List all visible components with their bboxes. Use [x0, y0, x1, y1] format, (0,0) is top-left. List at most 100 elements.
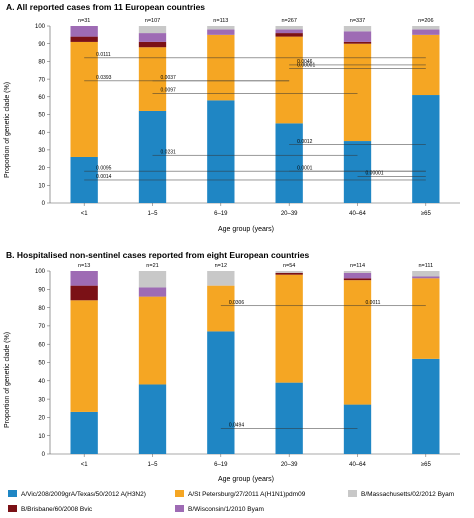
significance-label: 0.0014 [96, 174, 112, 180]
bar-segment-wisconsin [207, 29, 235, 35]
bar-segment-wisconsin [138, 33, 167, 42]
legend: A/Vic/208/2009grA/Texas/50/2012 A(H3N2) A… [8, 490, 454, 513]
x-tick-label: 1–5 [147, 462, 158, 468]
y-tick-label: 40 [38, 379, 45, 385]
bar-segment-massachusetts [207, 271, 235, 286]
legend-swatch [175, 505, 184, 512]
panel-b: 0 10 20 30 40 50 60 70 80 90 100 n=13 <1 n=21 1–5 n=12 6… [35, 263, 460, 468]
y-tick-label: 60 [38, 342, 45, 348]
bar-segment-stpetersburg [412, 278, 440, 359]
bar-segment-massachusetts [343, 26, 372, 32]
x-tick-label: <1 [81, 211, 89, 217]
significance-label: 0.0011 [366, 300, 381, 306]
bar-segment-vic [138, 110, 167, 203]
n-label: n=111 [419, 263, 434, 269]
bar-segment-brisbane [70, 285, 98, 301]
panel-b-xlabel: Age group (years) [218, 476, 274, 483]
bar-segment-vic [207, 331, 235, 454]
bar-segment-stpetersburg [343, 280, 372, 405]
x-tick-label: 6–19 [214, 462, 228, 468]
bar-segment-stpetersburg [207, 285, 235, 332]
bar-segment-massachusetts [412, 271, 440, 277]
bar-segment-brisbane [138, 41, 167, 48]
panel-a-xlabel: Age group (years) [218, 226, 274, 233]
y-tick-label: 20 [38, 166, 45, 172]
panel-a-ylabel: Proportion of genetic clade (%) [4, 82, 11, 178]
n-label: n=31 [78, 18, 90, 24]
bar-segment-vic [343, 141, 372, 203]
y-tick-label: 60 [38, 95, 45, 101]
n-label: n=114 [350, 263, 365, 269]
significance-label: 0.00001 [366, 171, 384, 177]
significance-label: 0.0037 [161, 75, 177, 81]
significance-label: 0.0046 [297, 59, 313, 65]
legend-label: A/St Petersburg/27/2011 A(H1N1)pdm09 [188, 491, 306, 498]
bar-segment-massachusetts [138, 271, 167, 288]
bar-segment-wisconsin [412, 29, 440, 35]
bar-segment-stpetersburg [275, 274, 303, 383]
legend-label: A/Vic/208/2009grA/Texas/50/2012 A(H3N2) [21, 491, 146, 498]
bar-segment-stpetersburg [70, 300, 98, 412]
y-tick-label: 100 [35, 269, 46, 275]
panel-a: 0 10 20 30 40 50 60 70 80 90 100 n=31 <1 n=107 1–5 n=11… [35, 18, 460, 217]
y-tick-label: 10 [38, 434, 45, 440]
bar-segment-massachusetts [412, 26, 440, 30]
legend-label: B/Wisconsin/1/2010 Byam [188, 506, 264, 513]
legend-label: B/Brisbane/60/2008 Bvic [21, 506, 93, 513]
bar-segment-wisconsin [138, 287, 167, 297]
n-label: n=54 [283, 263, 295, 269]
y-tick-label: 0 [42, 201, 46, 207]
x-tick-label: 40–64 [349, 462, 366, 468]
x-tick-label: 20–39 [281, 211, 298, 217]
significance-label: 0.0111 [96, 52, 111, 58]
legend-swatch [8, 505, 17, 512]
legend-swatch [175, 490, 184, 497]
y-tick-label: 90 [38, 288, 45, 294]
y-tick-label: 20 [38, 416, 45, 422]
x-tick-label: 1–5 [147, 211, 158, 217]
x-tick-label: 20–39 [281, 462, 298, 468]
bar-segment-wisconsin [343, 272, 372, 279]
bar-segment-wisconsin [275, 29, 303, 34]
bar-segment-stpetersburg [207, 34, 235, 101]
bar-segment-vic [275, 382, 303, 454]
significance-label: 0.0231 [161, 149, 177, 155]
panel-a-title: A. All reported cases from 11 European c… [6, 2, 205, 12]
bar-segment-stpetersburg [343, 43, 372, 142]
bar-segment-brisbane [275, 272, 303, 275]
panel-b-title: B. Hospitalised non-sentinel cases repor… [6, 250, 309, 260]
bar-segment-stpetersburg [275, 36, 303, 124]
legend-swatch [8, 490, 17, 497]
n-label: n=337 [350, 18, 365, 24]
bar-segment-vic [138, 384, 167, 454]
significance-label: 0.0393 [96, 75, 112, 81]
bar-segment-brisbane [343, 278, 372, 281]
significance-label: 0.0494 [229, 423, 245, 429]
bar-segment-wisconsin [70, 26, 98, 37]
n-label: n=107 [145, 18, 160, 24]
significance-label: 0.0095 [96, 165, 112, 171]
n-label: n=21 [146, 263, 158, 269]
bar-segment-wisconsin [70, 271, 98, 286]
bar-segment-wisconsin [343, 31, 372, 42]
y-tick-label: 30 [38, 397, 45, 403]
n-label: n=206 [418, 18, 433, 24]
y-tick-label: 0 [42, 452, 46, 458]
x-tick-label: ≥65 [421, 211, 432, 217]
legend-swatch [348, 490, 357, 497]
y-tick-label: 10 [38, 184, 45, 190]
bar-segment-brisbane [70, 36, 98, 42]
bar-segment-vic [412, 358, 440, 454]
significance-label: 0.00001 [297, 63, 315, 69]
y-tick-label: 30 [38, 148, 45, 154]
bar-segment-vic [412, 95, 440, 203]
bar-segment-massachusetts [275, 271, 303, 273]
bar-segment-wisconsin [412, 276, 440, 279]
panel-b-ylabel: Proportion of genetic clade (%) [4, 332, 11, 428]
bar-segment-brisbane [275, 33, 303, 37]
y-tick-label: 70 [38, 324, 45, 330]
y-tick-label: 50 [38, 361, 45, 367]
bar-segment-vic [275, 123, 303, 203]
bar-segment-massachusetts [343, 271, 372, 273]
